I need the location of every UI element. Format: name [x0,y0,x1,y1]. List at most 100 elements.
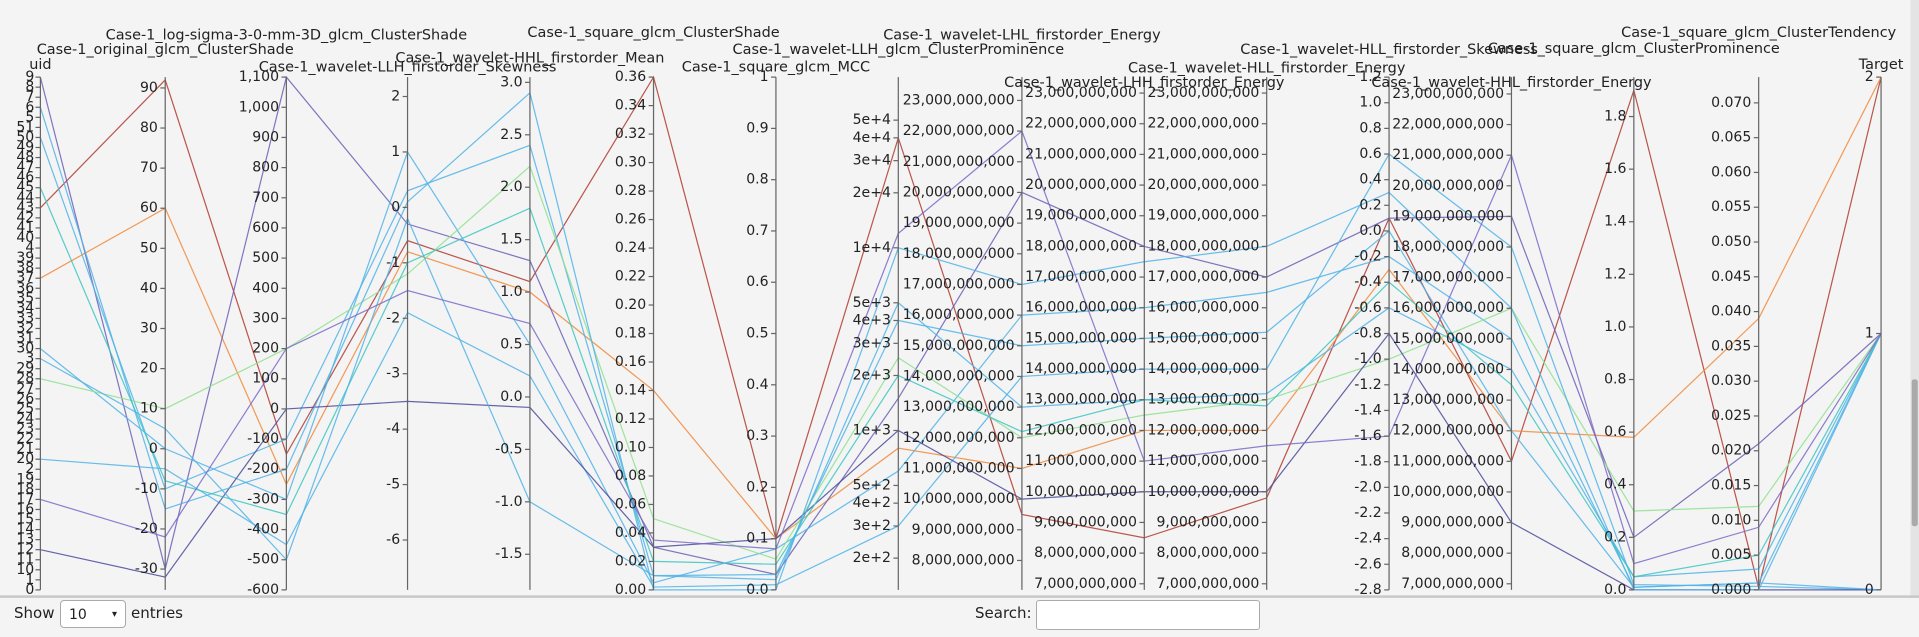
tick-label: 13,000,000,000 [1148,392,1260,408]
tick-label: 1 [25,572,34,588]
tick-label: 500 [252,250,279,266]
tick-label: 18,000,000,000 [1025,238,1137,254]
tick-label: 21,000,000,000 [1025,146,1137,162]
entries-label: entries [131,604,183,622]
tick-label: 44 [16,190,34,206]
tick-label: 10,000,000,000 [1025,484,1137,500]
data-line [39,75,1882,588]
tick-label: 34 [16,300,34,316]
tick-label: -0.6 [1354,300,1381,316]
tick-label: 0.025 [1711,408,1751,424]
tick-label: 7,000,000,000 [1034,576,1137,592]
data-line [40,165,1882,560]
tick-label: 0.16 [615,354,646,370]
axis-title: Case-1_wavelet-HHL_firstorder_Energy [1371,75,1652,91]
tick-label: 0.32 [615,126,646,142]
tick-label: 11,000,000,000 [1025,453,1137,469]
tick-label: 0.5 [746,326,768,342]
axis-title: Case-1_log-sigma-3-0-mm-3D_glcm_ClusterS… [106,28,468,44]
tick-label: 8,000,000,000 [1034,545,1137,561]
tick-label: 0 [270,401,279,417]
tick-label: 4e+3 [853,312,891,328]
table-controls: Show 10 ▾ entries Search: [0,600,1919,637]
tick-label: 15,000,000,000 [1148,330,1260,346]
tick-label: 13,000,000,000 [903,399,1015,415]
tick-label: 33 [16,310,34,326]
tick-label: 31 [16,331,34,347]
tick-label: 600 [252,220,279,236]
tick-label: 0.08 [615,468,646,484]
tick-label: 0.18 [615,326,646,342]
chart-background [0,0,1919,598]
tick-label: 23,000,000,000 [1025,85,1137,101]
tick-label: 2e+2 [853,550,891,566]
tick-label: 2e+3 [853,367,891,383]
tick-label: 1.0 [1604,319,1626,335]
tick-label: -6 [386,532,400,548]
tick-label: 24 [16,411,34,427]
tick-label: -2.4 [1354,531,1381,547]
axes-layer: uid0110111213141516171819220212223242526… [16,25,1903,598]
tick-label: 4e+4 [853,130,891,146]
tick-label: 21,000,000,000 [1392,147,1504,163]
tick-label: 0.3 [746,428,768,444]
tick-label: 19 [16,471,34,487]
tick-label: 39 [16,250,34,266]
axis-title: Case-1_wavelet-HLL_firstorder_Energy [1128,61,1406,77]
tick-label: -0.4 [1354,274,1381,290]
tick-label: 11,000,000,000 [903,460,1015,476]
tick-label: 0.015 [1711,478,1751,494]
tick-label: 42 [16,210,34,226]
tick-label: 0.050 [1711,234,1751,250]
tick-label: 1.2 [1359,69,1381,85]
tick-label: 0.010 [1711,512,1751,528]
axis-title: Case-1_wavelet-HLL_firstorder_Skewness [1240,42,1538,58]
tick-label: 10 [140,401,158,417]
axis-title: Case-1_wavelet-LHH_firstorder_Energy [1004,75,1285,91]
tick-label: -100 [247,431,279,447]
tick-label: -2.0 [1354,479,1381,495]
tick-label: 800 [252,160,279,176]
tick-label: 21 [16,441,34,457]
axis-title: Target [1858,57,1904,73]
tick-label: 0.7 [746,223,768,239]
tick-label: 300 [252,310,279,326]
tick-label: 0.4 [1359,172,1381,188]
axis-title: Case-1_original_glcm_ClusterShade [37,42,294,58]
tick-label: 41 [16,220,34,236]
tick-label: -2 [386,310,400,326]
tick-label: 0.060 [1711,164,1751,180]
tick-label: -1.4 [1354,402,1381,418]
scrollbar-thumb[interactable] [1911,379,1918,527]
tick-label: 6 [25,99,34,115]
tick-label: 8,000,000,000 [912,552,1015,568]
tick-label: 0.12 [615,411,646,427]
lines-layer [39,75,1882,591]
tick-label: 35 [16,290,34,306]
tick-label: 1.2 [1604,266,1626,282]
page-length-select[interactable]: 10 ▾ [60,600,126,628]
tick-label: 0 [391,199,400,215]
tick-label: 1 [391,144,400,160]
tick-label: 11 [16,552,34,568]
tick-label: 0.0 [746,582,768,598]
tick-label: 900 [252,129,279,145]
axis-title: Case-1_square_glcm_MCC [682,59,870,75]
tick-label: 51 [16,119,34,135]
tick-label: 1.0 [1359,95,1381,111]
tick-label: -2.8 [1354,582,1381,598]
axis-title: Case-1_wavelet-LHL_firstorder_Energy [883,28,1161,44]
tick-label: -500 [247,552,279,568]
tick-label: 0.065 [1711,130,1751,146]
tick-label: 16,000,000,000 [1392,300,1504,316]
tick-label: 17,000,000,000 [903,276,1015,292]
tick-label: 1.4 [1604,214,1626,230]
tick-label: 43 [16,200,34,216]
tick-label: 18,000,000,000 [903,246,1015,262]
tick-label: -0.5 [495,441,522,457]
tick-label: 46 [16,170,34,186]
search-input[interactable] [1036,600,1260,630]
tick-label: -10 [135,481,158,497]
tick-label: 70 [140,160,158,176]
